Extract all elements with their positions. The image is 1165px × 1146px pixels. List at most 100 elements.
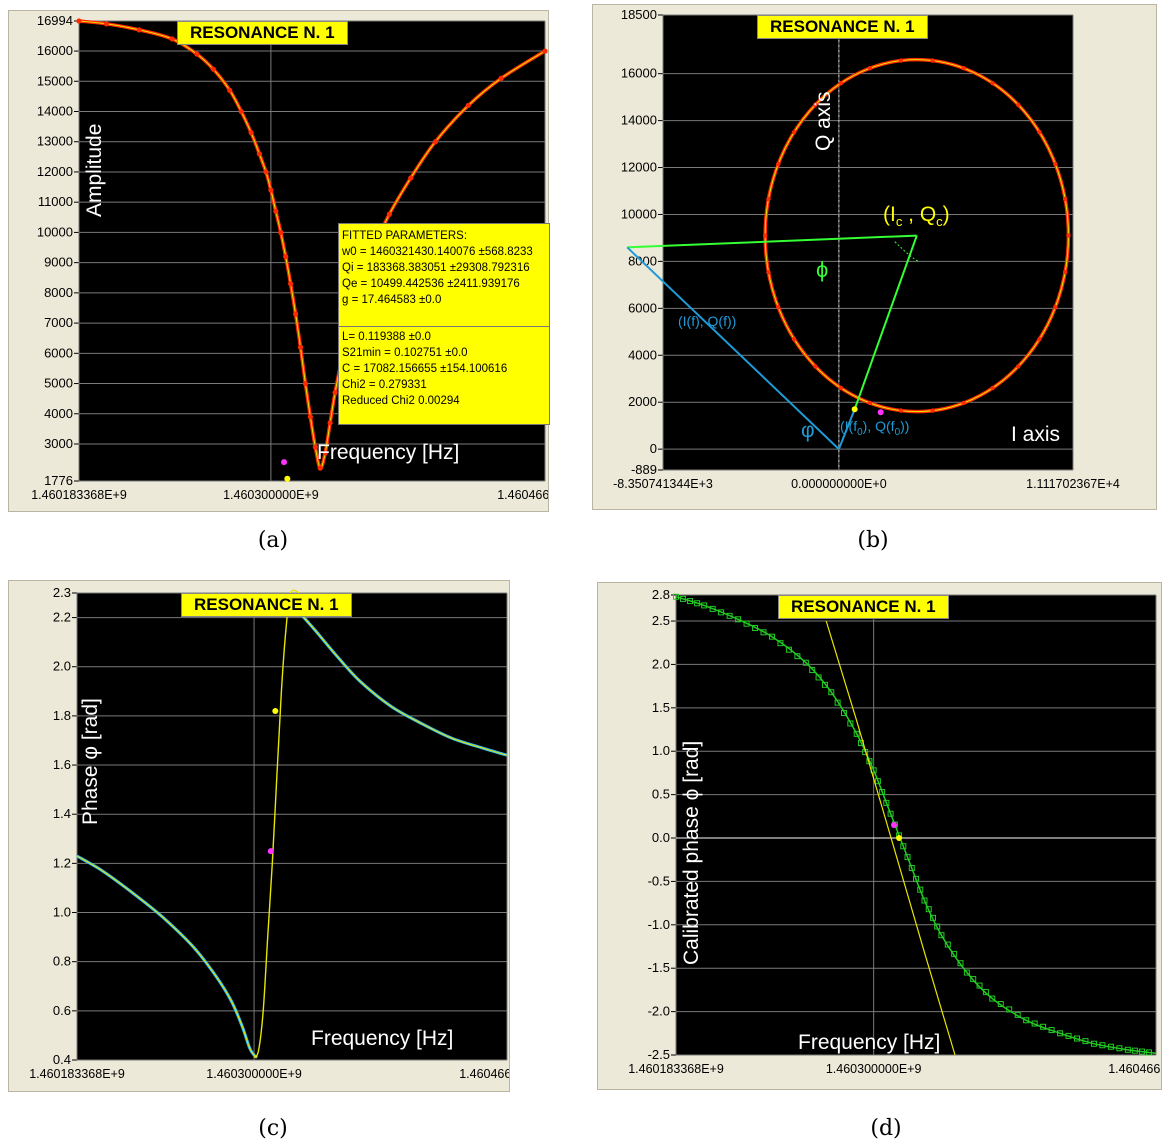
y-tick-label: 0 (650, 441, 657, 456)
y-tick-label: 1.4 (53, 806, 71, 821)
data-point-d (694, 600, 701, 607)
data-point-d (1131, 1047, 1138, 1054)
data-point-d (802, 659, 809, 666)
data-point-d (673, 593, 679, 600)
y-tick-label: 0.8 (53, 954, 71, 969)
data-point-a (317, 465, 323, 471)
data-point-d (680, 595, 687, 602)
data-point-b (838, 385, 844, 391)
y-tick-label: 16000 (621, 66, 657, 81)
chart-a-xlabel: Frequency [Hz] (317, 441, 460, 464)
plot-area (77, 593, 507, 1060)
x-tick-label: 1.460183368E+9 (628, 1062, 724, 1076)
data-point-a (288, 281, 294, 287)
data-point-d (1014, 1011, 1021, 1018)
y-tick-label: 1.8 (53, 708, 71, 723)
data-point-b (1053, 304, 1058, 310)
y-tick-label: 1776 (44, 473, 73, 488)
data-point-d (963, 969, 970, 976)
data-point-b (776, 304, 781, 310)
x-tick-label: 1.460183368E+9 (31, 488, 127, 502)
y-tick-label: 1.0 (652, 743, 670, 758)
data-point-d (1057, 1030, 1064, 1037)
data-point-d (904, 854, 911, 861)
data-point-a (210, 66, 216, 72)
data-point-a (292, 311, 299, 317)
fit-reduced-chi2: Reduced Chi2 0.00294 (342, 395, 460, 407)
vector-center-to-f (627, 234, 917, 249)
point-f0-end: )) (900, 418, 910, 434)
y-tick-label: -2.5 (648, 1047, 670, 1062)
center-label: (Ic , Qc) (883, 203, 950, 229)
vector-center-to-f0 (853, 235, 918, 410)
y-tick-label: 2.0 (652, 656, 670, 671)
x-tick-label: 0.000000000E+0 (791, 477, 887, 491)
data-point-d (853, 730, 860, 737)
data-point-a (194, 51, 200, 57)
data-point-d (1099, 1042, 1106, 1049)
chart-b-xlabel: I axis (1011, 423, 1061, 446)
data-point-a (136, 27, 142, 33)
center-label-mid: , Q (902, 203, 937, 226)
data-point-d (944, 941, 951, 948)
marker-d (896, 835, 903, 842)
chart-c-xlabel: Frequency [Hz] (311, 1027, 454, 1050)
center-label-end: ) (942, 203, 950, 226)
y-tick-label: -889 (631, 462, 657, 477)
x-tick-label: -8.350741344E+3 (613, 477, 713, 491)
y-tick-label: 0.5 (652, 787, 670, 802)
fit-curve-c (299, 612, 508, 756)
chart-a-title: RESONANCE N. 1 (177, 21, 348, 45)
data-point-d (815, 674, 822, 681)
data-point-b (1062, 269, 1068, 275)
point-f0-label: (I(f0), Q(f0)) (840, 418, 909, 438)
y-tick-label: 2.2 (53, 610, 71, 625)
data-point-d (726, 612, 733, 619)
data-point-d (809, 667, 816, 674)
y-tick-label: 12000 (621, 160, 657, 175)
data-point-b (930, 408, 935, 413)
data-point-d (1023, 1017, 1030, 1024)
point-f0-mid: ), Q(f (862, 418, 895, 434)
fit-w0: w0 = 1460321430.140076 ±568.8233 (342, 246, 533, 258)
phi-big-label: φ (801, 419, 815, 442)
data-point-b (930, 58, 935, 63)
data-point-d (777, 640, 784, 647)
y-tick-label: 9000 (44, 255, 73, 270)
data-point-d (913, 875, 920, 882)
chart-b-svg: 1850016000140001200010000800060004000200… (613, 7, 1120, 491)
data-point-d (760, 629, 767, 636)
fit-s21min: S21min = 0.102751 ±0.0 (342, 347, 468, 359)
fit-curve-c (76, 855, 258, 1058)
y-tick-label: 1.6 (53, 757, 71, 772)
x-tick-label: 1.460300000E+9 (223, 488, 319, 502)
chart-d-ylabel: Calibrated phase ϕ [rad] (680, 740, 703, 965)
data-point-d (929, 914, 936, 921)
data-point-d (785, 646, 792, 653)
y-tick-label: 0.0 (652, 830, 670, 845)
data-point-d (982, 989, 989, 996)
data-point-a (465, 102, 471, 109)
data-point-d (1006, 1006, 1013, 1013)
y-tick-label: 7000 (44, 315, 73, 330)
data-point-b (990, 80, 995, 86)
data-point-d (874, 778, 881, 785)
x-tick-label: 1.460466609E+9 (497, 488, 548, 502)
caption-c: (c) (258, 1116, 288, 1141)
data-point-d (1074, 1035, 1081, 1042)
data-point-b (961, 66, 966, 71)
fit-chi2: Chi2 = 0.279331 (342, 379, 427, 391)
data-point-d (821, 681, 828, 688)
data-point-d (1040, 1023, 1047, 1030)
chart-d-svg: 2.8 2.5 2.0 1.5 1.0 0.5 0.0 -0.5 -1.0 -1.5 -2.0 -2.… (628, 587, 1161, 1076)
data-point-d (887, 810, 894, 817)
data-point-a (283, 253, 289, 260)
vector-origin-to-f (626, 246, 840, 450)
x-tick-label: 1.460300000E+9 (826, 1062, 922, 1076)
chart-b-title: RESONANCE N. 1 (757, 15, 928, 39)
data-point-d (701, 602, 708, 609)
data-point-d (847, 720, 854, 727)
y-tick-label: 1.0 (53, 905, 71, 920)
data-point-a (278, 229, 284, 236)
data-point-a (248, 130, 254, 136)
